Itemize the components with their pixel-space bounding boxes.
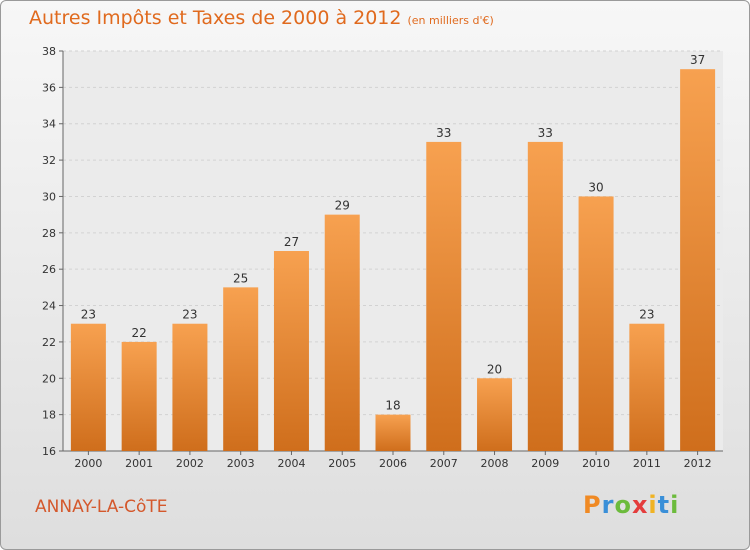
logo-letter: i [670,491,680,519]
x-tick-label: 2003 [227,457,255,470]
y-tick-label: 20 [42,372,56,385]
bars [70,69,716,451]
logo-letter: r [601,491,615,519]
plot-area [63,51,723,451]
data-label: 33 [538,126,553,140]
data-label: 23 [182,308,197,322]
y-tick-label: 24 [42,300,56,313]
bar [375,414,411,451]
data-label: 33 [436,126,451,140]
logo-letter: x [631,491,649,519]
data-label: 23 [639,308,654,322]
x-tick-label: 2012 [684,457,712,470]
data-label: 37 [690,53,705,67]
chart-subtitle: (en milliers d'€) [407,14,494,27]
data-label: 27 [284,235,299,249]
logo-letter: i [648,491,658,519]
proxiti-logo: Proxiti [583,491,679,519]
logo-letter: P [583,491,602,519]
chart-title: Autres Impôts et Taxes de 2000 à 2012 (en… [29,7,494,29]
x-tick-label: 2006 [379,457,407,470]
y-tick-label: 38 [42,45,56,58]
bar [324,214,360,451]
data-label: 25 [233,271,248,285]
data-label: 20 [487,362,502,376]
bar [70,323,106,451]
location-name: ANNAY-LA-CôTE [35,497,168,517]
bar [578,196,614,451]
logo-letter: t [657,491,671,519]
bar [629,323,665,451]
y-tick-label: 18 [42,409,56,422]
x-tick-label: 2007 [430,457,458,470]
x-tick-label: 2005 [328,457,356,470]
y-tick-label: 34 [42,118,56,131]
data-label: 23 [81,308,96,322]
y-tick-label: 32 [42,154,56,167]
y-tick-label: 30 [42,190,56,203]
x-tick-label: 2004 [277,457,305,470]
logo-letter: o [614,491,632,519]
y-tick-label: 26 [42,263,56,276]
bar [477,378,513,451]
x-tick-label: 2002 [176,457,204,470]
data-label: 22 [132,326,147,340]
x-tick-label: 2011 [633,457,661,470]
bar [223,287,259,451]
bar [172,323,208,451]
data-label: 30 [588,180,603,194]
x-tick-label: 2000 [74,457,102,470]
data-label: 29 [335,199,350,213]
x-tick-label: 2001 [125,457,153,470]
bar [527,141,563,451]
grid-lines [63,50,723,452]
y-tick-label: 16 [42,445,56,458]
x-tick-label: 2008 [481,457,509,470]
bar [680,69,716,451]
bar [426,141,462,451]
labels: 16 18 20 22 24 26 28 30 32 34 36 38 23 2000 22 2001 23 20… [42,45,712,470]
x-tick-label: 2009 [531,457,559,470]
y-tick-label: 22 [42,336,56,349]
data-label: 18 [385,399,400,413]
x-tick-label: 2010 [582,457,610,470]
bar [273,251,309,451]
y-tick-label: 28 [42,227,56,240]
y-tick-label: 36 [42,81,56,94]
bar [121,341,157,451]
